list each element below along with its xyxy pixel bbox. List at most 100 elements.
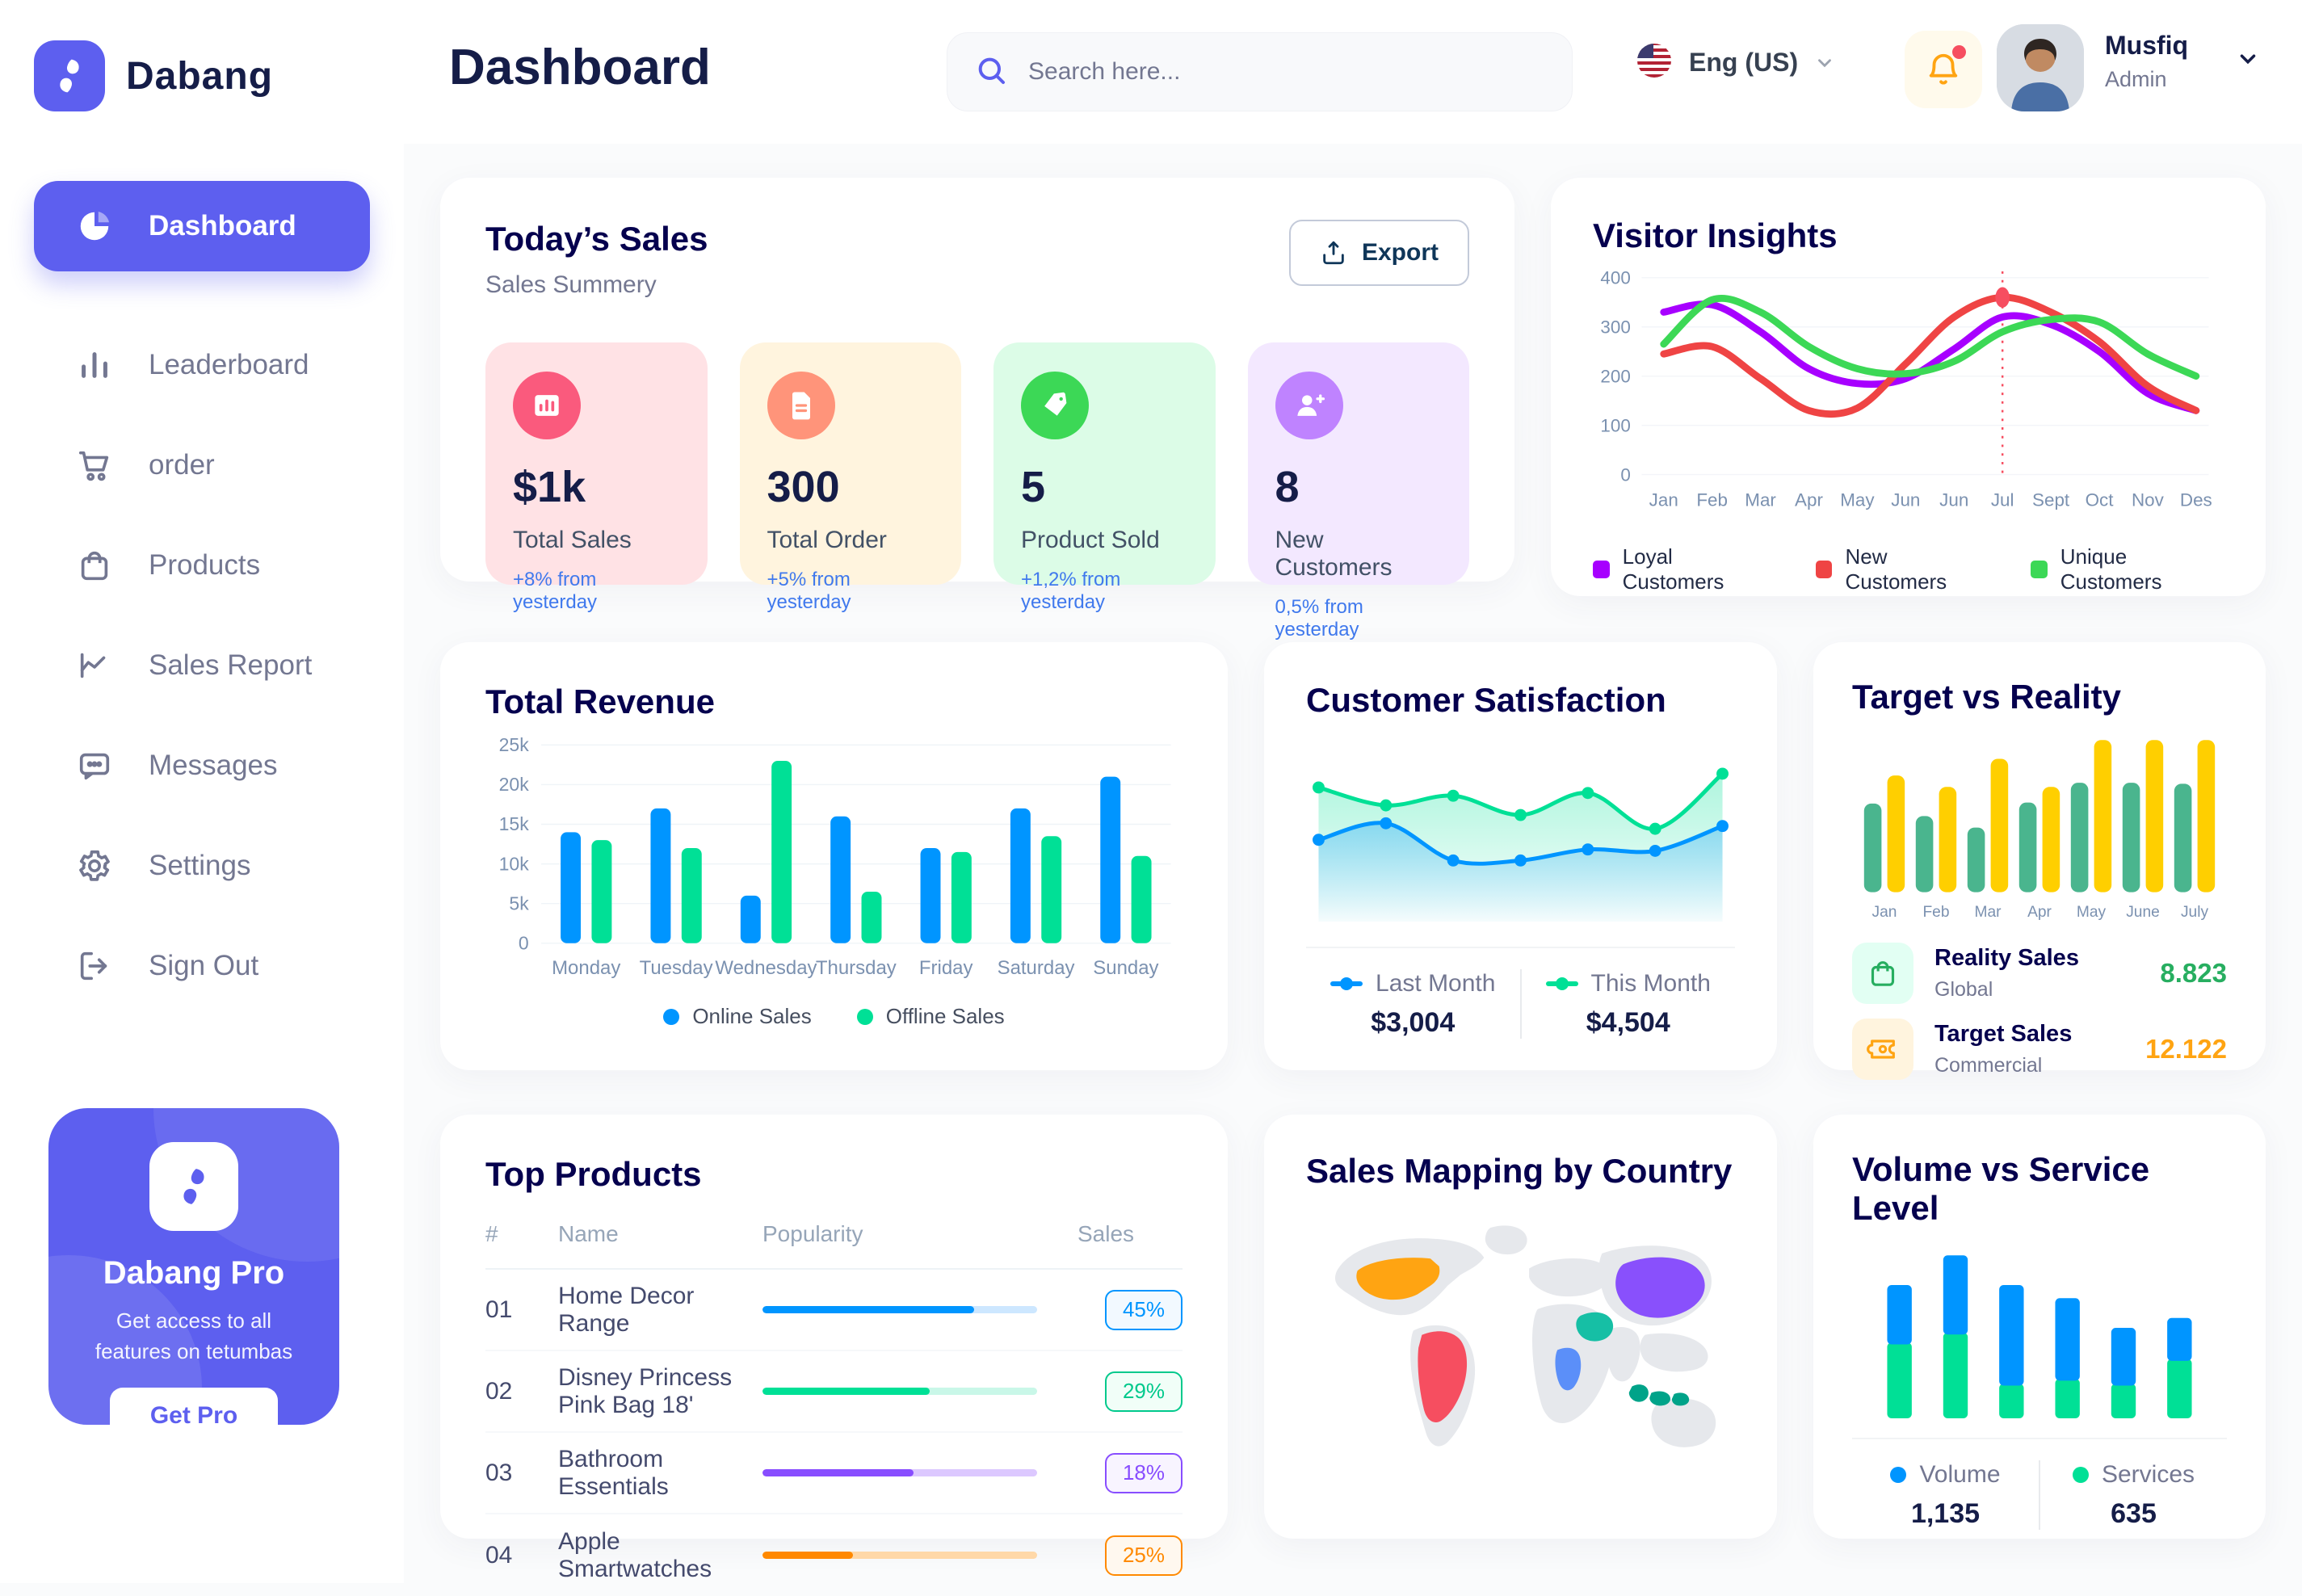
- export-button[interactable]: Export: [1288, 220, 1469, 286]
- search-bar[interactable]: [947, 32, 1573, 111]
- stat-card-new-customers: 8 New Customers 0,5% from yesterday: [1247, 342, 1469, 640]
- sidebar-item-order[interactable]: order: [34, 420, 370, 510]
- target-vs-reality-chart: Jan Feb Mar Apr May June July: [1863, 740, 2216, 921]
- sidebar-item-sign-out[interactable]: Sign Out: [34, 921, 370, 1011]
- visitor-insights-card: Visitor Insights 0 100 200 300 400 Jan Feb Mar A…: [1551, 178, 2266, 596]
- svg-text:Wednesday: Wednesday: [715, 957, 817, 979]
- sidebar-item-label: Sign Out: [149, 950, 259, 981]
- sign-out-icon: [76, 947, 113, 985]
- sales-mapping-title: Sales Mapping by Country: [1306, 1152, 1733, 1190]
- svg-text:Jan: Jan: [1872, 904, 1897, 921]
- product-rank: 04: [485, 1541, 513, 1569]
- sidebar-item-sales-report[interactable]: Sales Report: [34, 620, 370, 711]
- sidebar-item-settings[interactable]: Settings: [34, 821, 370, 911]
- target-vs-reality-title: Target vs Reality: [1852, 678, 2122, 716]
- sidebar: Dabang Dashboard Leaderboard order Products…: [0, 0, 404, 1583]
- volume-service-title: Volume vs Service Level: [1852, 1150, 2150, 1227]
- svg-text:Jun: Jun: [1891, 490, 1920, 510]
- volume-service-card: Volume vs Service Level Volume 1,135 Serv…: [1813, 1115, 2266, 1539]
- svg-text:Mar: Mar: [1745, 490, 1776, 510]
- visitor-insights-title: Visitor Insights: [1593, 216, 1838, 254]
- svg-text:Sept: Sept: [2032, 490, 2070, 510]
- sidebar-nav: Dashboard Leaderboard order Products Sales R…: [0, 181, 404, 1021]
- popularity-bar: [762, 1306, 1037, 1313]
- svg-text:May: May: [2077, 904, 2107, 921]
- divider: [1852, 1438, 2227, 1439]
- svg-text:Feb: Feb: [1922, 904, 1949, 921]
- get-pro-button[interactable]: Get Pro: [110, 1388, 278, 1425]
- svg-text:Saturday: Saturday: [998, 957, 1075, 979]
- volume-service-chart: [1887, 1255, 2192, 1418]
- language-label: Eng (US): [1689, 48, 1799, 77]
- message-icon: [76, 747, 113, 784]
- svg-text:Apr: Apr: [2027, 904, 2052, 921]
- svg-text:Nov: Nov: [2132, 490, 2165, 510]
- stat-label: New Customers: [1275, 527, 1393, 581]
- stat-label: Total Order: [767, 527, 887, 553]
- legend-item: Loyal Customers: [1593, 544, 1771, 594]
- top-products-card: Top Products # Name Popularity Sales 01 H…: [440, 1115, 1228, 1582]
- order-file-icon: [767, 372, 835, 439]
- pro-logo-icon: [149, 1142, 238, 1231]
- visitor-insights-legend: Loyal Customers New Customers Unique Custo…: [1593, 544, 2224, 594]
- svg-text:400: 400: [1600, 268, 1630, 288]
- sales-mapping-card: Sales Mapping by Country: [1264, 1115, 1777, 1539]
- legend-item: Unique Customers: [2031, 544, 2224, 594]
- total-revenue-title: Total Revenue: [485, 682, 715, 720]
- sales-badge: 18%: [1105, 1452, 1183, 1493]
- svg-text:25k: 25k: [499, 734, 530, 755]
- sidebar-item-label: Sales Report: [149, 649, 313, 681]
- stat-card-total-order: 300 Total Order +5% from yesterday: [739, 342, 961, 613]
- notifications-button[interactable]: [1905, 31, 1982, 108]
- svg-text:Tuesday: Tuesday: [640, 957, 713, 979]
- sidebar-item-products[interactable]: Products: [34, 520, 370, 611]
- stat-value: 8: [1275, 463, 1300, 511]
- popularity-bar: [762, 1552, 1037, 1559]
- product-rank: 03: [485, 1459, 513, 1486]
- divider: [1306, 947, 1735, 948]
- cart-icon: [76, 447, 113, 484]
- svg-text:0: 0: [1620, 464, 1630, 485]
- svg-text:Friday: Friday: [919, 957, 973, 979]
- legend-item: Online Sales: [663, 1004, 812, 1029]
- product-name: Bathroom Essentials: [558, 1445, 669, 1500]
- customer-satisfaction-legend: Last Month $3,004 This Month $4,504: [1306, 969, 1735, 1039]
- bar-chart-icon: [76, 346, 113, 384]
- svg-text:Feb: Feb: [1696, 490, 1728, 510]
- customer-satisfaction-title: Customer Satisfaction: [1306, 681, 1666, 719]
- top-products-title: Top Products: [485, 1155, 702, 1193]
- sidebar-item-leaderboard[interactable]: Leaderboard: [34, 320, 370, 410]
- svg-text:Monday: Monday: [552, 957, 620, 979]
- svg-text:300: 300: [1600, 317, 1630, 338]
- legend-item: Volume 1,135: [1852, 1461, 2039, 1530]
- pie-chart-icon: [76, 208, 113, 245]
- legend-item: Offline Sales: [856, 1004, 1005, 1029]
- svg-text:Des: Des: [2180, 490, 2212, 510]
- svg-text:Jun: Jun: [1939, 490, 1968, 510]
- search-icon: [975, 54, 1007, 90]
- language-selector[interactable]: Eng (US): [1636, 42, 1835, 83]
- sidebar-item-dashboard[interactable]: Dashboard: [34, 181, 370, 271]
- sidebar-item-label: Products: [149, 549, 261, 581]
- search-input[interactable]: [1028, 58, 1544, 86]
- chevron-down-icon: [1818, 58, 1832, 67]
- volume-service-legend: Volume 1,135 Services 635: [1852, 1460, 2227, 1530]
- customer-satisfaction-chart: [1313, 767, 1729, 922]
- target-vs-reality-card: Target vs Reality Jan Feb Mar Apr May June Jul…: [1813, 642, 2266, 1080]
- stat-change: 0,5% from yesterday: [1275, 596, 1363, 640]
- user-menu-chevron-icon[interactable]: [2236, 47, 2260, 71]
- top-products-table: # Name Popularity Sales 01 Home Decor Ran…: [485, 1221, 1183, 1596]
- legend-item: Target Sales Commercial 12.122: [1852, 1018, 2227, 1080]
- customer-satisfaction-card: Customer Satisfaction Last Month $3,004 T…: [1264, 642, 1777, 1070]
- product-rank: 02: [485, 1377, 513, 1405]
- app-logo-icon: [34, 40, 105, 111]
- bag-icon: [1852, 943, 1913, 1004]
- sales-badge: 25%: [1105, 1535, 1183, 1576]
- pro-title: Dabang Pro: [103, 1255, 285, 1291]
- stat-label: Product Sold: [1021, 527, 1160, 553]
- sidebar-item-messages[interactable]: Messages: [34, 720, 370, 811]
- country-central-africa: [1555, 1347, 1582, 1391]
- country-indonesia: [1628, 1384, 1690, 1406]
- user-avatar[interactable]: [1997, 24, 2084, 111]
- legend-item: This Month $4,504: [1522, 970, 1736, 1039]
